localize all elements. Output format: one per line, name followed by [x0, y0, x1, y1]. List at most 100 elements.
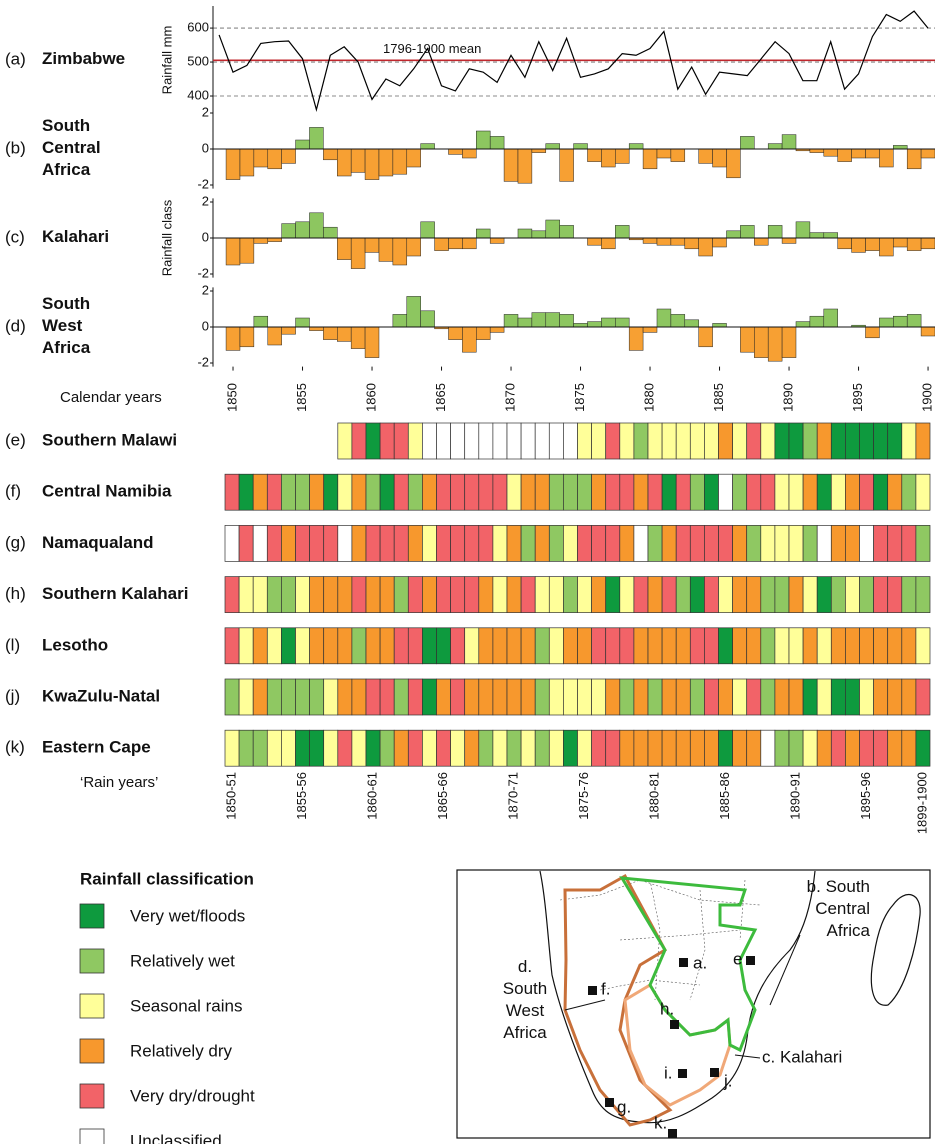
class-cell [393, 422, 409, 460]
site-marker [679, 958, 688, 967]
bar [239, 237, 255, 264]
bar [642, 148, 658, 170]
class-cell [422, 473, 437, 511]
bar [462, 148, 477, 159]
class-cell [732, 576, 748, 613]
row-name: Namaqualand [42, 533, 153, 552]
bar [851, 148, 866, 159]
row-name: Eastern Cape [42, 738, 151, 757]
bar [573, 323, 588, 328]
class-cell [760, 576, 776, 613]
bar [517, 228, 533, 239]
class-cell [309, 678, 325, 716]
bar [545, 143, 560, 150]
class-cell [887, 576, 903, 613]
leader-line [769, 934, 801, 1006]
bar [587, 321, 602, 328]
bar [587, 148, 602, 162]
class-cell [436, 678, 451, 716]
class-cell [605, 422, 621, 460]
class-cell [492, 678, 508, 716]
x-axis-label: Calendar years [60, 389, 162, 406]
legend-swatch [79, 1128, 105, 1144]
x-tick-label: 1850 [224, 383, 239, 412]
bar [448, 326, 463, 340]
class-cell [802, 678, 818, 716]
class-cell [591, 627, 607, 665]
class-cell [901, 422, 917, 460]
class-cell [266, 473, 282, 511]
class-cell [379, 473, 395, 511]
bar [740, 225, 755, 239]
text-line: West [506, 1001, 545, 1020]
class-cell [266, 627, 282, 665]
class-cell [788, 422, 804, 460]
class-cell [887, 525, 903, 562]
class-cell [422, 576, 437, 613]
x-tick-label: 1885 [711, 383, 726, 412]
class-cell [436, 627, 451, 665]
class-cell [647, 576, 663, 613]
bar [642, 237, 658, 244]
class-cell [816, 678, 832, 716]
class-cell [675, 525, 691, 562]
bar [698, 148, 713, 164]
bar [350, 148, 366, 173]
bar [503, 148, 519, 182]
class-cell [436, 576, 451, 613]
map-label: k. [654, 1113, 667, 1132]
bar [906, 237, 922, 251]
class-cell [393, 627, 409, 665]
panel-label: (b) [5, 138, 26, 157]
class-cell [675, 473, 691, 511]
class-cell [407, 729, 423, 767]
class-cell [224, 473, 240, 511]
class-cell [633, 422, 649, 460]
class-cell [675, 422, 691, 460]
class-cell [506, 422, 522, 460]
row-panel-label: (f) [5, 482, 21, 501]
class-cell [266, 678, 282, 716]
y-tick-label: -2 [197, 354, 209, 369]
class-cell [548, 576, 564, 613]
legend-swatch [79, 1038, 105, 1064]
class-cell [704, 627, 719, 665]
y-tick-label: 0 [202, 229, 209, 244]
class-cell [450, 576, 466, 613]
class-cell [873, 678, 889, 716]
bar [781, 134, 797, 150]
bar [642, 326, 658, 333]
class-cell [281, 678, 296, 716]
class-cell [915, 422, 931, 460]
class-cell [407, 576, 423, 613]
class-cell [238, 627, 254, 665]
bar [559, 148, 574, 182]
class-cell [464, 525, 480, 562]
class-cell [224, 525, 240, 562]
row-name: Southern Malawi [42, 430, 177, 449]
bar [323, 148, 338, 161]
text-line: Africa [42, 338, 91, 357]
class-cell [704, 422, 719, 460]
rain-year-label: 1855-56 [294, 772, 309, 820]
bar [601, 317, 616, 328]
class-cell [252, 729, 268, 767]
legend-swatch [79, 1083, 105, 1109]
class-cell [619, 525, 635, 562]
bar [253, 148, 269, 168]
class-cell [436, 525, 451, 562]
class-cell [436, 422, 451, 460]
class-cell [802, 525, 818, 562]
bar [225, 148, 241, 180]
class-cell [718, 525, 733, 562]
class-cell [760, 473, 776, 511]
bar [545, 312, 560, 328]
text-line: d. [518, 957, 532, 976]
text-line: South [503, 979, 547, 998]
class-cell [365, 576, 381, 613]
class-cell [337, 729, 353, 767]
row-name: Central Namibia [42, 482, 172, 501]
bar [489, 326, 505, 333]
class-cell [506, 473, 522, 511]
class-cell [478, 627, 494, 665]
